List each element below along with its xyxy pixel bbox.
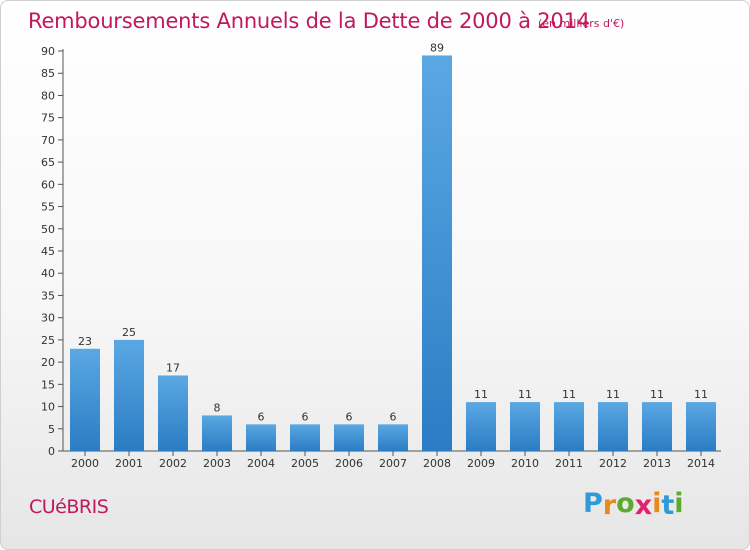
bar-2014 (686, 402, 716, 451)
y-tick-label: 0 (48, 445, 55, 458)
y-tick-label: 85 (41, 67, 55, 80)
y-tick-label: 70 (41, 134, 55, 147)
data-label-2003: 8 (214, 401, 221, 414)
data-label-2009: 11 (474, 388, 488, 401)
logo-letter: P (583, 488, 603, 519)
data-label-2012: 11 (606, 388, 620, 401)
bar-2012 (598, 402, 628, 451)
y-tick-label: 75 (41, 112, 55, 125)
logo-letter: r (602, 490, 617, 521)
x-tick-label: 2004 (247, 457, 275, 470)
bar-2004 (246, 424, 276, 451)
x-tick-label: 2009 (467, 457, 495, 470)
bar-2009 (466, 402, 496, 451)
data-label-2004: 6 (258, 410, 265, 423)
x-tick-label: 2008 (423, 457, 451, 470)
x-tick-label: 2013 (643, 457, 671, 470)
y-tick-label: 90 (41, 45, 55, 58)
y-tick-label: 15 (41, 378, 55, 391)
y-tick-label: 80 (41, 89, 55, 102)
bar-2010 (510, 402, 540, 451)
bar-2000 (70, 348, 100, 451)
x-tick-label: 2012 (599, 457, 627, 470)
bar-2001 (114, 339, 144, 451)
y-tick-label: 40 (41, 267, 55, 280)
data-label-2014: 11 (694, 388, 708, 401)
bar-2005 (290, 424, 320, 451)
x-tick-label: 2000 (71, 457, 99, 470)
y-axis: 0 5 10 15 20 25 30 35 40 45 50 55 60 65 70 75 80 85 90 (41, 45, 64, 458)
y-tick-label: 30 (41, 312, 55, 325)
bar-2007 (378, 424, 408, 451)
y-tick-label: 65 (41, 156, 55, 169)
logo-letter: x (634, 490, 653, 521)
y-tick-label: 60 (41, 178, 55, 191)
logo-letter: o (616, 488, 635, 519)
data-label-2007: 6 (390, 410, 397, 423)
data-label-2002: 17 (166, 361, 180, 374)
bar-2002 (158, 375, 188, 451)
data-label-2005: 6 (302, 410, 309, 423)
data-labels: 23 25 17 8 6 6 6 6 89 11 11 11 11 11 11 (78, 41, 708, 423)
x-tick-label: 2001 (115, 457, 143, 470)
logo-letter: t (661, 490, 675, 521)
x-axis: 2000 2001 2002 2003 2004 2005 2006 2007 2008 2009… (63, 450, 721, 470)
y-tick-label: 20 (41, 356, 55, 369)
bar-2011 (554, 402, 584, 451)
data-label-2000: 23 (78, 335, 92, 348)
y-tick-label: 5 (48, 423, 55, 436)
x-tick-label: 2005 (291, 457, 319, 470)
x-tick-label: 2007 (379, 457, 407, 470)
y-tick-label: 25 (41, 334, 55, 347)
y-tick-label: 55 (41, 201, 55, 214)
x-tick-label: 2006 (335, 457, 363, 470)
data-label-2008: 89 (430, 41, 444, 54)
commune-name: CUéBRIS (29, 496, 109, 518)
bar-2006 (334, 424, 364, 451)
chart-unit: (en milliers d'€) (538, 17, 625, 30)
chart-title: Remboursements Annuels de la Dette de 20… (28, 9, 590, 33)
x-tick-label: 2002 (159, 457, 187, 470)
bar-2013 (642, 402, 672, 451)
bars (70, 55, 716, 451)
logo-letter: i (674, 488, 684, 519)
logo-letter: i (652, 488, 662, 519)
data-label-2011: 11 (562, 388, 576, 401)
x-tick-label: 2014 (687, 457, 715, 470)
bar-2003 (202, 415, 232, 451)
data-label-2001: 25 (122, 326, 136, 339)
proxiti-logo: Proxiti (583, 488, 684, 521)
bar-2008 (422, 55, 452, 451)
y-tick-label: 35 (41, 289, 55, 302)
x-tick-label: 2003 (203, 457, 231, 470)
y-tick-label: 50 (41, 223, 55, 236)
x-tick-label: 2010 (511, 457, 539, 470)
y-tick-label: 10 (41, 401, 55, 414)
data-label-2010: 11 (518, 388, 532, 401)
data-label-2013: 11 (650, 388, 664, 401)
data-label-2006: 6 (346, 410, 353, 423)
y-tick-label: 45 (41, 245, 55, 258)
x-tick-label: 2011 (555, 457, 583, 470)
